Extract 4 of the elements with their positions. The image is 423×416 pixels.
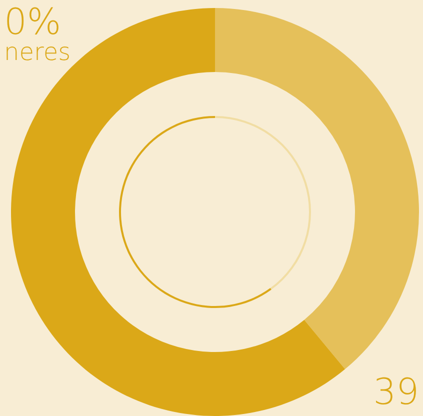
donut-slice	[119, 116, 272, 308]
donut-slice	[215, 8, 419, 370]
text: 39	[373, 372, 419, 413]
donut-slice	[215, 116, 311, 290]
